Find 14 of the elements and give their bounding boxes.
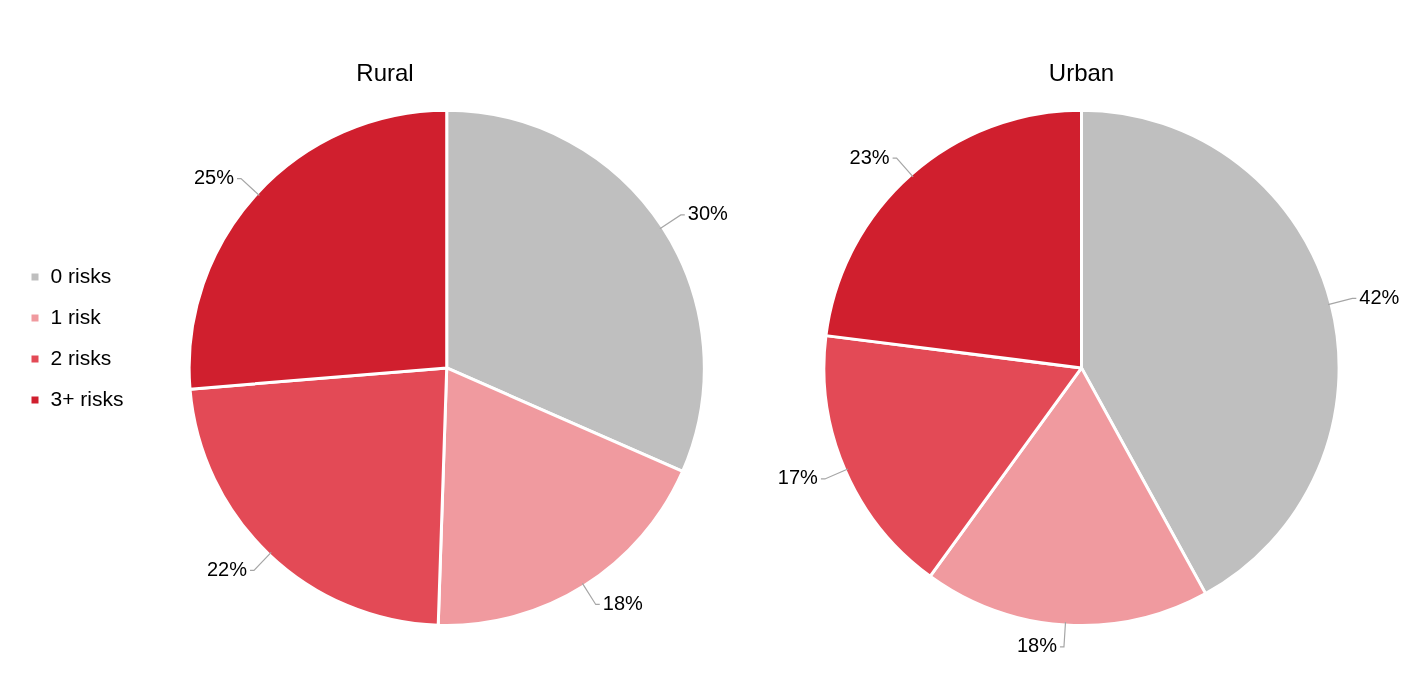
legend-label: 0 risks [50, 263, 112, 287]
legend-label: 3+ risks [50, 386, 124, 410]
data-label: 17% [777, 466, 819, 489]
chart-title: Urban [1048, 59, 1115, 87]
data-label: 22% [206, 557, 248, 580]
data-label: 30% [687, 202, 729, 225]
legend-label: 1 risk [50, 304, 102, 328]
chart-title: Rural [356, 59, 414, 87]
data-label: 18% [1016, 634, 1058, 657]
data-label: 42% [1359, 285, 1400, 308]
data-label: 23% [849, 145, 890, 168]
legend-label: 2 risks [50, 345, 112, 369]
data-label: 25% [193, 166, 235, 189]
data-label: 18% [602, 591, 643, 614]
